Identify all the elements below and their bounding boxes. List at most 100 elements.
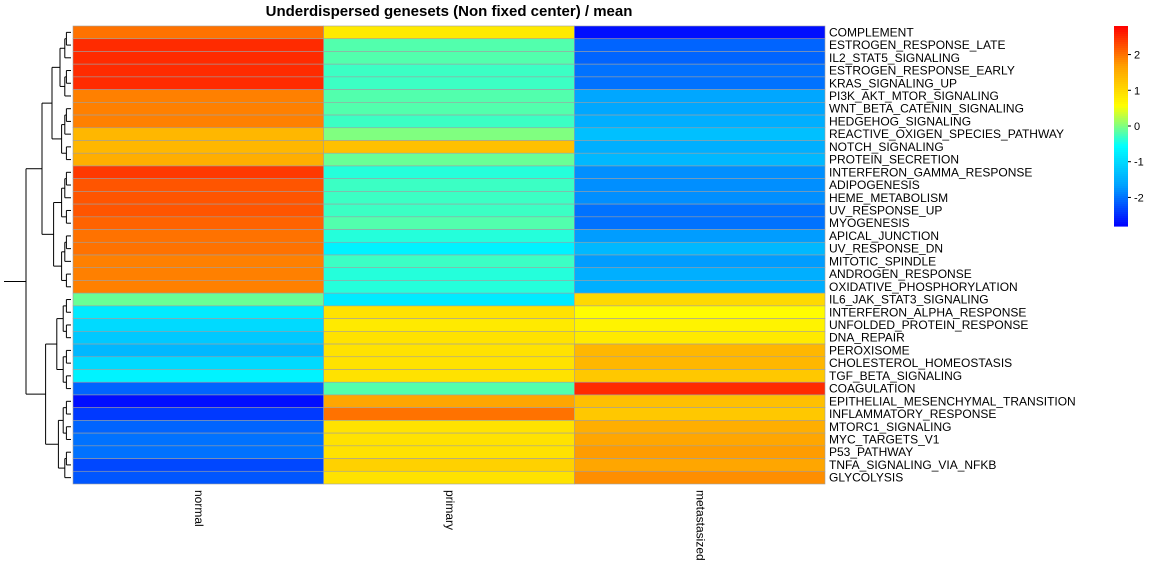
heatmap-cell [323, 432, 575, 447]
heatmap-cell [574, 394, 826, 408]
colorbar-segment [1114, 48, 1128, 51]
heatmap-cell [574, 216, 826, 230]
heatmap-cell [574, 203, 826, 218]
colorbar-tick-label: -2 [1134, 192, 1144, 204]
heatmap-cell [574, 305, 826, 319]
heatmap-cell [574, 76, 826, 90]
row-label: OXIDATIVE_PHOSPHORYLATION [829, 280, 1018, 294]
heatmap-cell [574, 280, 826, 294]
colorbar-segment [1114, 104, 1128, 107]
colorbar-segment [1114, 98, 1128, 101]
colorbar-segment [1114, 122, 1128, 125]
row-label: IL2_STAT5_SIGNALING [829, 51, 960, 65]
heatmap-cell [574, 140, 826, 154]
heatmap-cell [72, 305, 324, 319]
heatmap-cells [72, 25, 826, 485]
heatmap-cell [72, 432, 324, 447]
colorbar-segment [1114, 194, 1128, 197]
heatmap-cell [323, 165, 575, 179]
row-label: MITOTIC_SPINDLE [829, 254, 936, 268]
heatmap-cell [72, 165, 324, 179]
heatmap-cell [72, 191, 324, 205]
colorbar-tick-label: 1 [1134, 85, 1140, 97]
row-label: NOTCH_SIGNALING [829, 140, 944, 154]
heatmap-cell [574, 25, 826, 40]
colorbar-segment [1114, 74, 1128, 77]
colorbar-segment [1114, 60, 1128, 63]
colorbar-segment [1114, 148, 1128, 151]
heatmap-cell [323, 420, 575, 434]
heatmap-cell [323, 292, 575, 307]
row-label: APICAL_JUNCTION [829, 229, 939, 243]
heatmap-cell [323, 38, 575, 52]
colorbar-segment [1114, 92, 1128, 95]
row-label: TGF_BETA_SIGNALING [829, 369, 962, 383]
heatmap-cell [72, 127, 324, 141]
heatmap-cell [574, 292, 826, 307]
colorbar-segment [1114, 108, 1128, 111]
heatmap-cell [72, 114, 324, 129]
row-label: ESTROGEN_RESPONSE_EARLY [829, 64, 1015, 78]
heatmap-cell [574, 267, 826, 281]
colorbar-segment [1114, 120, 1128, 123]
heatmap-cell [72, 343, 324, 358]
heatmap-cell [574, 331, 826, 345]
heatmap-cell [574, 165, 826, 179]
heatmap-cell [574, 458, 826, 472]
row-label: UNFOLDED_PROTEIN_RESPONSE [829, 318, 1028, 332]
heatmap-cell [323, 25, 575, 40]
colorbar-segment [1114, 134, 1128, 137]
heatmap-cell [323, 470, 575, 485]
heatmap-cell [72, 470, 324, 485]
colorbar-segment [1114, 156, 1128, 159]
heatmap-cell [72, 38, 324, 52]
heatmap-cell [574, 38, 826, 52]
heatmap-cell [72, 178, 324, 192]
colorbar-segment [1114, 198, 1128, 201]
colorbar-segment [1114, 144, 1128, 147]
heatmap-cell [72, 331, 324, 345]
heatmap-cell [574, 51, 826, 65]
row-label: HEME_METABOLISM [829, 191, 948, 205]
colorbar-segment [1114, 124, 1128, 127]
colorbar-segment [1114, 186, 1128, 189]
heatmap-cell [72, 356, 324, 370]
colorbar-segment [1114, 66, 1128, 69]
row-label: INTERFERON_ALPHA_RESPONSE [829, 305, 1026, 319]
heatmap-cell [574, 470, 826, 485]
heatmap-cell [574, 229, 826, 243]
colorbar-segment [1114, 218, 1128, 221]
heatmap-cell [72, 280, 324, 294]
heatmap-cell [323, 140, 575, 154]
colorbar-segment [1114, 34, 1128, 37]
heatmap-cell [323, 445, 575, 459]
colorbar-segment [1114, 176, 1128, 179]
heatmap-cell [574, 191, 826, 205]
heatmap-cell [72, 229, 324, 243]
heatmap-cell [574, 432, 826, 447]
row-label: P53_PATHWAY [829, 445, 913, 459]
colorbar-segment [1114, 38, 1128, 41]
heatmap-cell [574, 356, 826, 370]
heatmap-cell [72, 292, 324, 307]
heatmap-cell [72, 267, 324, 281]
colorbar-segment [1114, 52, 1128, 55]
row-label: INTERFERON_GAMMA_RESPONSE [829, 165, 1032, 179]
colorbar-segment [1114, 100, 1128, 103]
row-label: UV_RESPONSE_DN [829, 242, 943, 256]
colorbar-segment [1114, 132, 1128, 135]
colorbar-segment [1114, 200, 1128, 203]
row-label: ADIPOGENESIS [829, 178, 920, 192]
colorbar-segment [1114, 160, 1128, 163]
colorbar-segment [1114, 28, 1128, 31]
colorbar-segment [1114, 88, 1128, 91]
colorbar-segment [1114, 202, 1128, 205]
row-label: PROTEIN_SECRETION [829, 153, 959, 167]
colorbar-segment [1114, 168, 1128, 171]
row-label: INFLAMMATORY_RESPONSE [829, 407, 996, 421]
colorbar-segment [1114, 208, 1128, 211]
heatmap-cell [323, 369, 575, 383]
row-label: WNT_BETA_CATENIN_SIGNALING [829, 102, 1024, 116]
row-label: GLYCOLYSIS [829, 471, 903, 485]
